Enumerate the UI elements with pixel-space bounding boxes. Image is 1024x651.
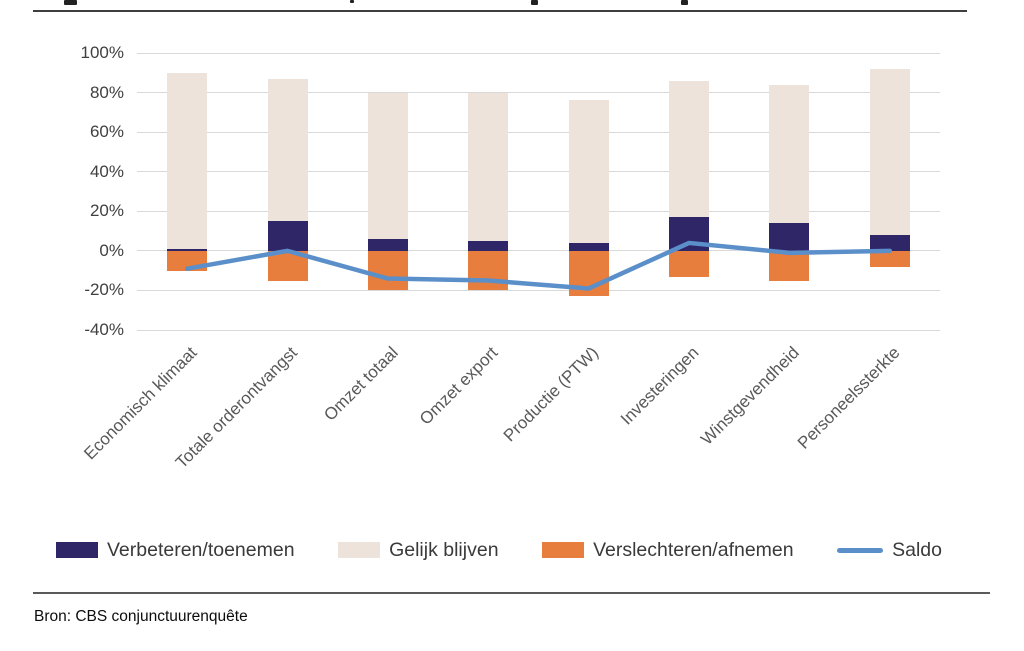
x-axis-category-label: Productie (PTW) [499,343,603,446]
bar-segment-gelijk-blijven [468,92,509,241]
y-axis-tick-label: 20% [89,201,124,221]
bar-segment-verbeteren-toenemen [367,238,408,251]
x-axis-category-label: Winstgevendheid [697,343,803,449]
bar-segment-verslechteren-afnemen [568,250,609,297]
legend-item: Verbeteren/toenemen [56,539,295,562]
bar-segment-verbeteren-toenemen [468,240,509,251]
gridline [137,131,940,133]
y-axis-tick-label: -20% [84,280,124,300]
y-axis-tick-label: 60% [89,122,124,142]
bar-segment-gelijk-blijven [568,100,609,243]
bar-segment-verslechteren-afnemen [869,250,910,267]
x-axis-category-label: Omzet export [416,343,502,429]
y-axis-tick-label: 0% [99,240,124,260]
y-axis-tick-label: 80% [89,82,124,102]
gridline [137,250,940,252]
y-axis-tick-label: 100% [80,43,124,62]
x-axis-category-label: Omzet totaal [319,343,402,425]
clipped-title-fragment [531,0,538,5]
bar-segment-gelijk-blijven [267,78,308,222]
source-note: Bron: CBS conjunctuurenquête [34,608,248,625]
legend: Verbeteren/toenemen Gelijk blijven Verslec… [56,535,942,565]
bar-segment-gelijk-blijven [769,84,810,224]
saldo-line-layer [184,240,893,291]
legend-label: Verbeteren/toenemen [107,538,295,561]
legend-item: Verslechteren/afnemen [542,539,794,562]
plot-area: Economisch klimaat Totale orderontvangst O… [80,52,940,472]
bar-segment-verbeteren-toenemen [869,235,910,251]
bar-segment-verslechteren-afnemen [267,250,308,281]
gridline [137,210,940,212]
x-axis-category-label: Personeelssterkte [793,343,904,453]
top-divider [33,10,967,12]
gridline [137,52,940,54]
legend-swatch-saldo-line [837,547,884,553]
bar-segment-verslechteren-afnemen [468,250,509,291]
clipped-title-fragment [350,0,354,3]
legend-label: Gelijk blijven [389,538,499,561]
y-axis-tick-label: 40% [89,161,124,181]
bar-segment-verslechteren-afnemen [167,250,208,271]
legend-item: Gelijk blijven [338,538,499,562]
y-axis: 100% 80% 60% 40% 20% 0% -20% -40% [0,43,124,339]
legend-label: Saldo [892,538,942,561]
bar-segment-gelijk-blijven [869,68,910,236]
gridline [137,92,940,94]
bar-segment-gelijk-blijven [367,92,408,239]
bottom-divider [33,592,990,594]
gridline [137,171,940,173]
bar-segment-verslechteren-afnemen [769,250,810,281]
clipped-title-fragment [64,0,77,5]
gridline [137,289,940,291]
bar-segment-gelijk-blijven [669,80,710,218]
bar-segment-verslechteren-afnemen [367,250,408,291]
legend-item: Saldo [837,539,942,562]
x-axis-category-label: Investeringen [616,343,703,429]
legend-label: Verslechteren/afnemen [593,538,794,561]
y-axis-tick-label: -40% [84,320,124,339]
clipped-title-fragment [681,0,688,5]
bar-segment-gelijk-blijven [167,72,208,249]
bar-segment-verbeteren-toenemen [267,221,308,251]
bar-segment-verbeteren-toenemen [568,242,609,251]
bar-segment-verslechteren-afnemen [669,250,710,277]
legend-swatch-bar [542,542,585,558]
legend-swatch-bar [56,542,98,558]
gridline [137,329,940,331]
bar-segment-verbeteren-toenemen [669,217,710,251]
bar-segment-verbeteren-toenemen [769,223,810,251]
legend-swatch-bar [338,542,381,558]
